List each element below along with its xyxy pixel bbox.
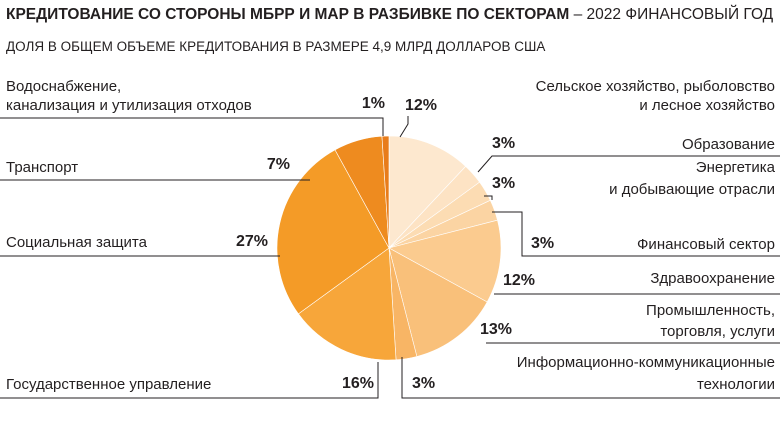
slice-value-label-7: 16% <box>342 375 374 392</box>
slice-label-1-line-0: Образование <box>682 136 775 153</box>
pie-slice-0 <box>388 135 467 249</box>
chart-title-bold: КРЕДИТОВАНИЕ СО СТОРОНЫ МБРР И МАР В РАЗ… <box>6 6 570 23</box>
slice-value-label-4: 12% <box>503 272 535 289</box>
slice-label-0-line-1: и лесное хозяйство <box>639 97 775 114</box>
slice-label-0-line-0: Сельское хозяйство, рыболовство <box>536 78 775 95</box>
slice-value-label-8: 27% <box>236 233 268 250</box>
leader-line-6 <box>401 357 780 399</box>
slice-label-8-line-0: Социальная защита <box>6 234 148 251</box>
slice-label-7-line-0: Государственное управление <box>6 376 211 393</box>
slice-value-label-5: 13% <box>480 321 512 338</box>
slice-label-6-line-1: технологии <box>697 376 775 393</box>
slice-value-label-1: 3% <box>492 135 515 152</box>
slice-label-10-line-1: канализация и утилизация отходов <box>6 97 252 114</box>
slice-value-label-2: 3% <box>492 175 515 192</box>
chart-title-year: – 2022 ФИНАНСОВЫЙ ГОД <box>569 6 774 23</box>
leader-line-7 <box>0 362 379 399</box>
pie-slice-4 <box>388 219 502 303</box>
chart-title: КРЕДИТОВАНИЕ СО СТОРОНЫ МБРР И МАР В РАЗ… <box>6 6 773 24</box>
slice-label-4-line-0: Здравоохранение <box>650 270 775 287</box>
leader-line-2 <box>484 195 493 200</box>
slice-labels: Сельское хозяйство, рыболовство и лесное … <box>6 78 776 393</box>
slice-label-2-line-0: Энергетика <box>696 159 776 176</box>
slice-label-6-line-0: Информационно-коммуникационные <box>517 354 775 371</box>
slice-value-label-9: 7% <box>267 156 290 173</box>
slice-label-10-line-0: Водоснабжение, <box>6 78 121 95</box>
pie-slice-7 <box>297 247 397 361</box>
slice-label-5-line-0: Промышленность, <box>646 302 775 319</box>
pie-slices <box>276 135 502 361</box>
slice-label-3-line-0: Финансовый сектор <box>637 236 775 253</box>
leader-line-1 <box>477 155 780 173</box>
slice-value-label-3: 3% <box>531 235 554 252</box>
slice-value-label-6: 3% <box>412 375 435 392</box>
leader-line-10 <box>0 117 384 136</box>
pie-slice-8 <box>276 149 390 315</box>
pie-slice-10 <box>381 135 390 249</box>
slice-label-5-line-1: торговля, услуги <box>660 323 775 340</box>
chart-subtitle: ДОЛЯ В ОБЩЕМ ОБЪЕМЕ КРЕДИТОВАНИЯ В РАЗМЕ… <box>6 39 546 54</box>
slice-value-label-0: 12% <box>405 97 437 114</box>
leader-lines <box>0 116 780 399</box>
slice-label-2-line-1: и добывающие отрасли <box>609 181 775 198</box>
slice-value-label-10: 1% <box>362 95 385 112</box>
pie-slice-5 <box>388 247 488 357</box>
leader-line-3 <box>492 211 780 257</box>
leader-line-0 <box>399 116 409 138</box>
slice-label-9-line-0: Транспорт <box>6 159 78 176</box>
